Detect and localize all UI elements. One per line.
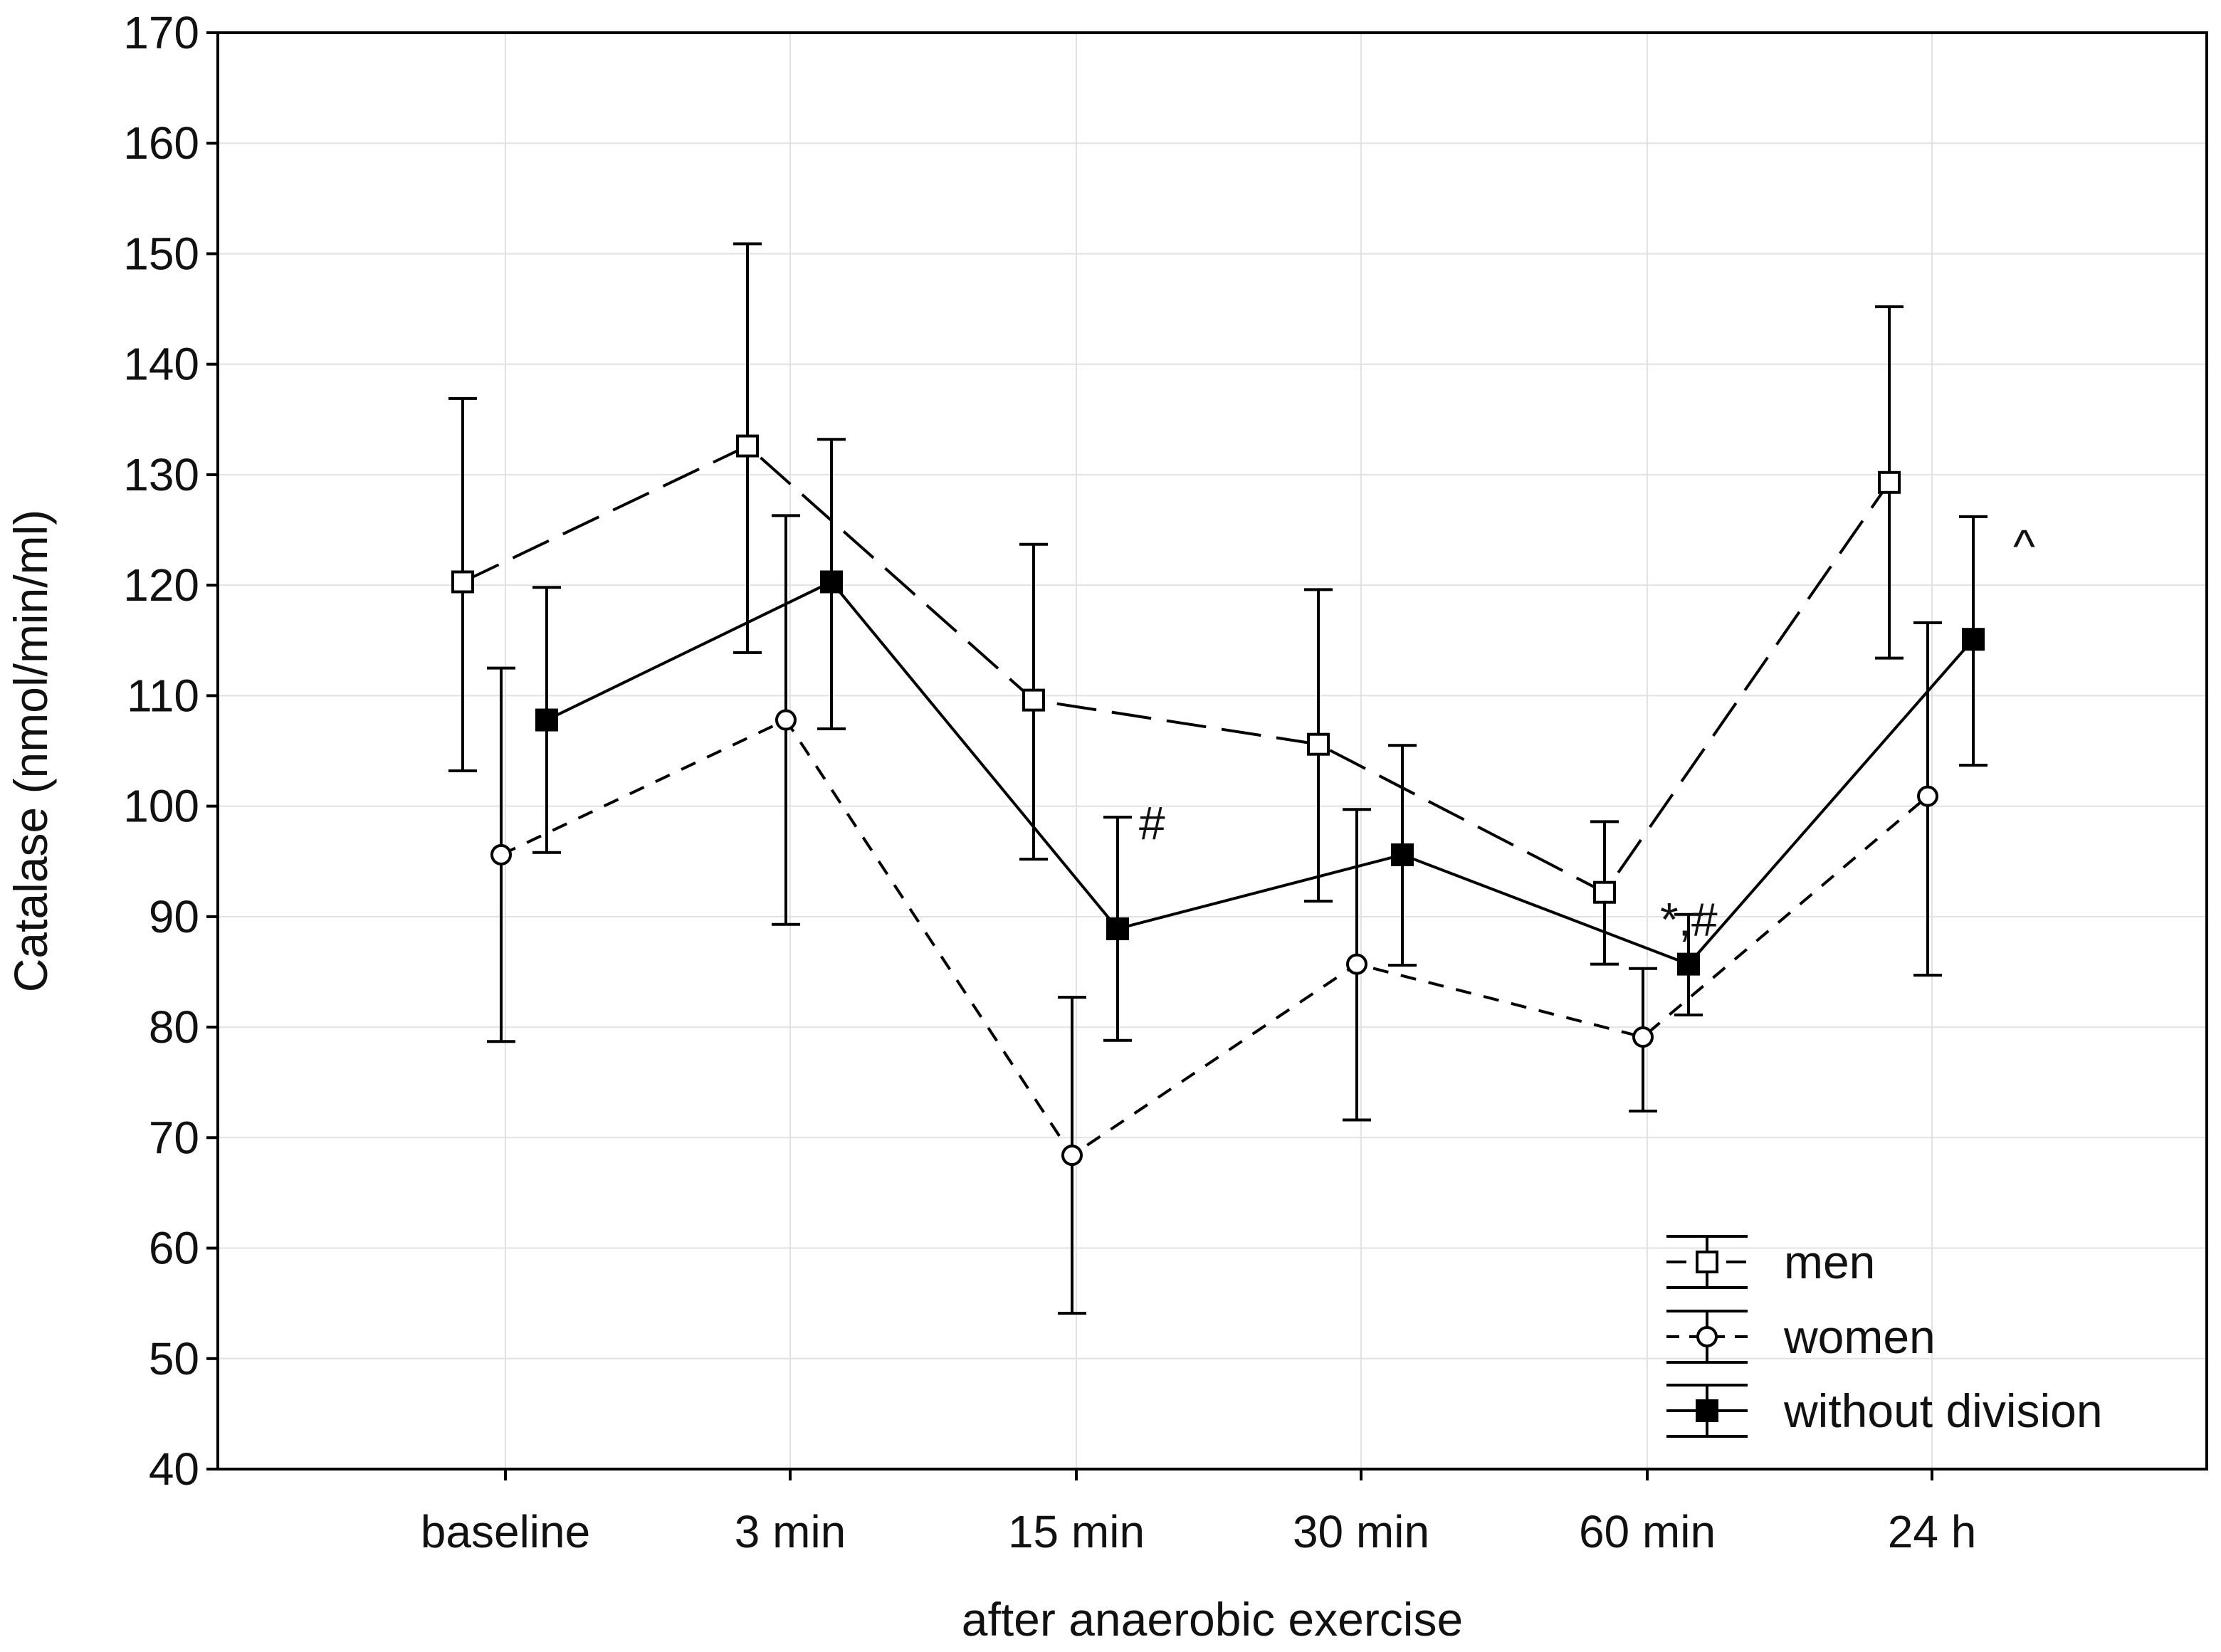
data-point	[1677, 952, 1700, 976]
x-tick-label: 24 h	[1888, 1506, 1977, 1557]
series-without-division	[532, 438, 1988, 1042]
y-tick-label: 40	[149, 1443, 199, 1495]
data-point	[1061, 1145, 1083, 1167]
y-tick-label: 80	[149, 1001, 199, 1053]
x-tick-label: 15 min	[1008, 1506, 1145, 1557]
series-line	[546, 580, 1975, 966]
y-tick-label: 150	[123, 228, 199, 279]
y-tick-label: 100	[123, 781, 199, 832]
annotation-label: ^	[2013, 520, 2035, 572]
series-men	[448, 242, 1904, 966]
legend-marker	[1696, 1399, 1718, 1422]
annotations: # *,# ^	[1139, 520, 2035, 946]
data-point	[1022, 688, 1045, 712]
data-point	[1878, 470, 1901, 494]
legend-item-women: women	[1666, 1310, 1936, 1364]
series-line	[462, 444, 1891, 895]
y-tick-label: 120	[123, 559, 199, 611]
series-line	[500, 717, 1929, 1157]
data-point	[1632, 1026, 1654, 1048]
series-women	[487, 514, 1942, 1315]
series	[448, 242, 1988, 1315]
y-tick-label: 110	[127, 670, 199, 721]
x-axis: baseline 3 min 15 min 30 min 60 min 24 h	[421, 1469, 1976, 1557]
y-tick-label: 60	[149, 1223, 199, 1274]
y-axis: 40 50 60 70 80 90 100 110 120 130 140 150 160 170	[123, 7, 218, 1495]
grid-lines	[218, 33, 2207, 1469]
x-axis-title: after anaerobic exercise	[962, 1593, 1463, 1646]
legend-marker	[1696, 1326, 1718, 1347]
data-point	[736, 434, 759, 458]
annotation-label: #	[1139, 796, 1165, 849]
data-point	[775, 709, 797, 731]
legend-item-without-division: without division	[1666, 1384, 2103, 1438]
y-tick-label: 70	[149, 1112, 199, 1163]
data-point	[820, 570, 843, 594]
legend-label: women	[1783, 1310, 1936, 1363]
legend-item-men: men	[1666, 1235, 1875, 1289]
data-point	[451, 570, 474, 594]
data-point	[1962, 628, 1985, 651]
y-tick-label: 160	[123, 117, 199, 169]
y-tick-label: 140	[123, 339, 199, 390]
y-tick-label: 170	[123, 7, 199, 58]
legend-label: men	[1784, 1236, 1875, 1288]
y-tick-label: 130	[123, 449, 199, 500]
y-tick-label: 90	[149, 891, 199, 942]
data-point	[1307, 732, 1330, 756]
x-tick-label: 60 min	[1579, 1506, 1716, 1557]
data-point	[535, 708, 558, 732]
plot-frame	[216, 31, 2208, 1471]
legend: men women without division	[1666, 1235, 2103, 1438]
x-tick-label: 30 min	[1293, 1506, 1429, 1557]
data-point	[1391, 843, 1414, 866]
y-tick-label: 50	[149, 1333, 199, 1384]
legend-label: without division	[1783, 1384, 2103, 1437]
x-tick-label: 3 min	[735, 1506, 846, 1557]
data-point	[1593, 880, 1616, 904]
annotation-label: *,#	[1660, 893, 1718, 946]
data-point	[1917, 785, 1938, 807]
legend-marker	[1696, 1251, 1718, 1273]
x-tick-label: baseline	[421, 1506, 590, 1557]
y-axis-title: Catalase (nmol/min/ml)	[4, 510, 57, 993]
data-point	[1346, 953, 1367, 975]
data-point	[490, 843, 512, 866]
data-point	[1106, 917, 1129, 940]
